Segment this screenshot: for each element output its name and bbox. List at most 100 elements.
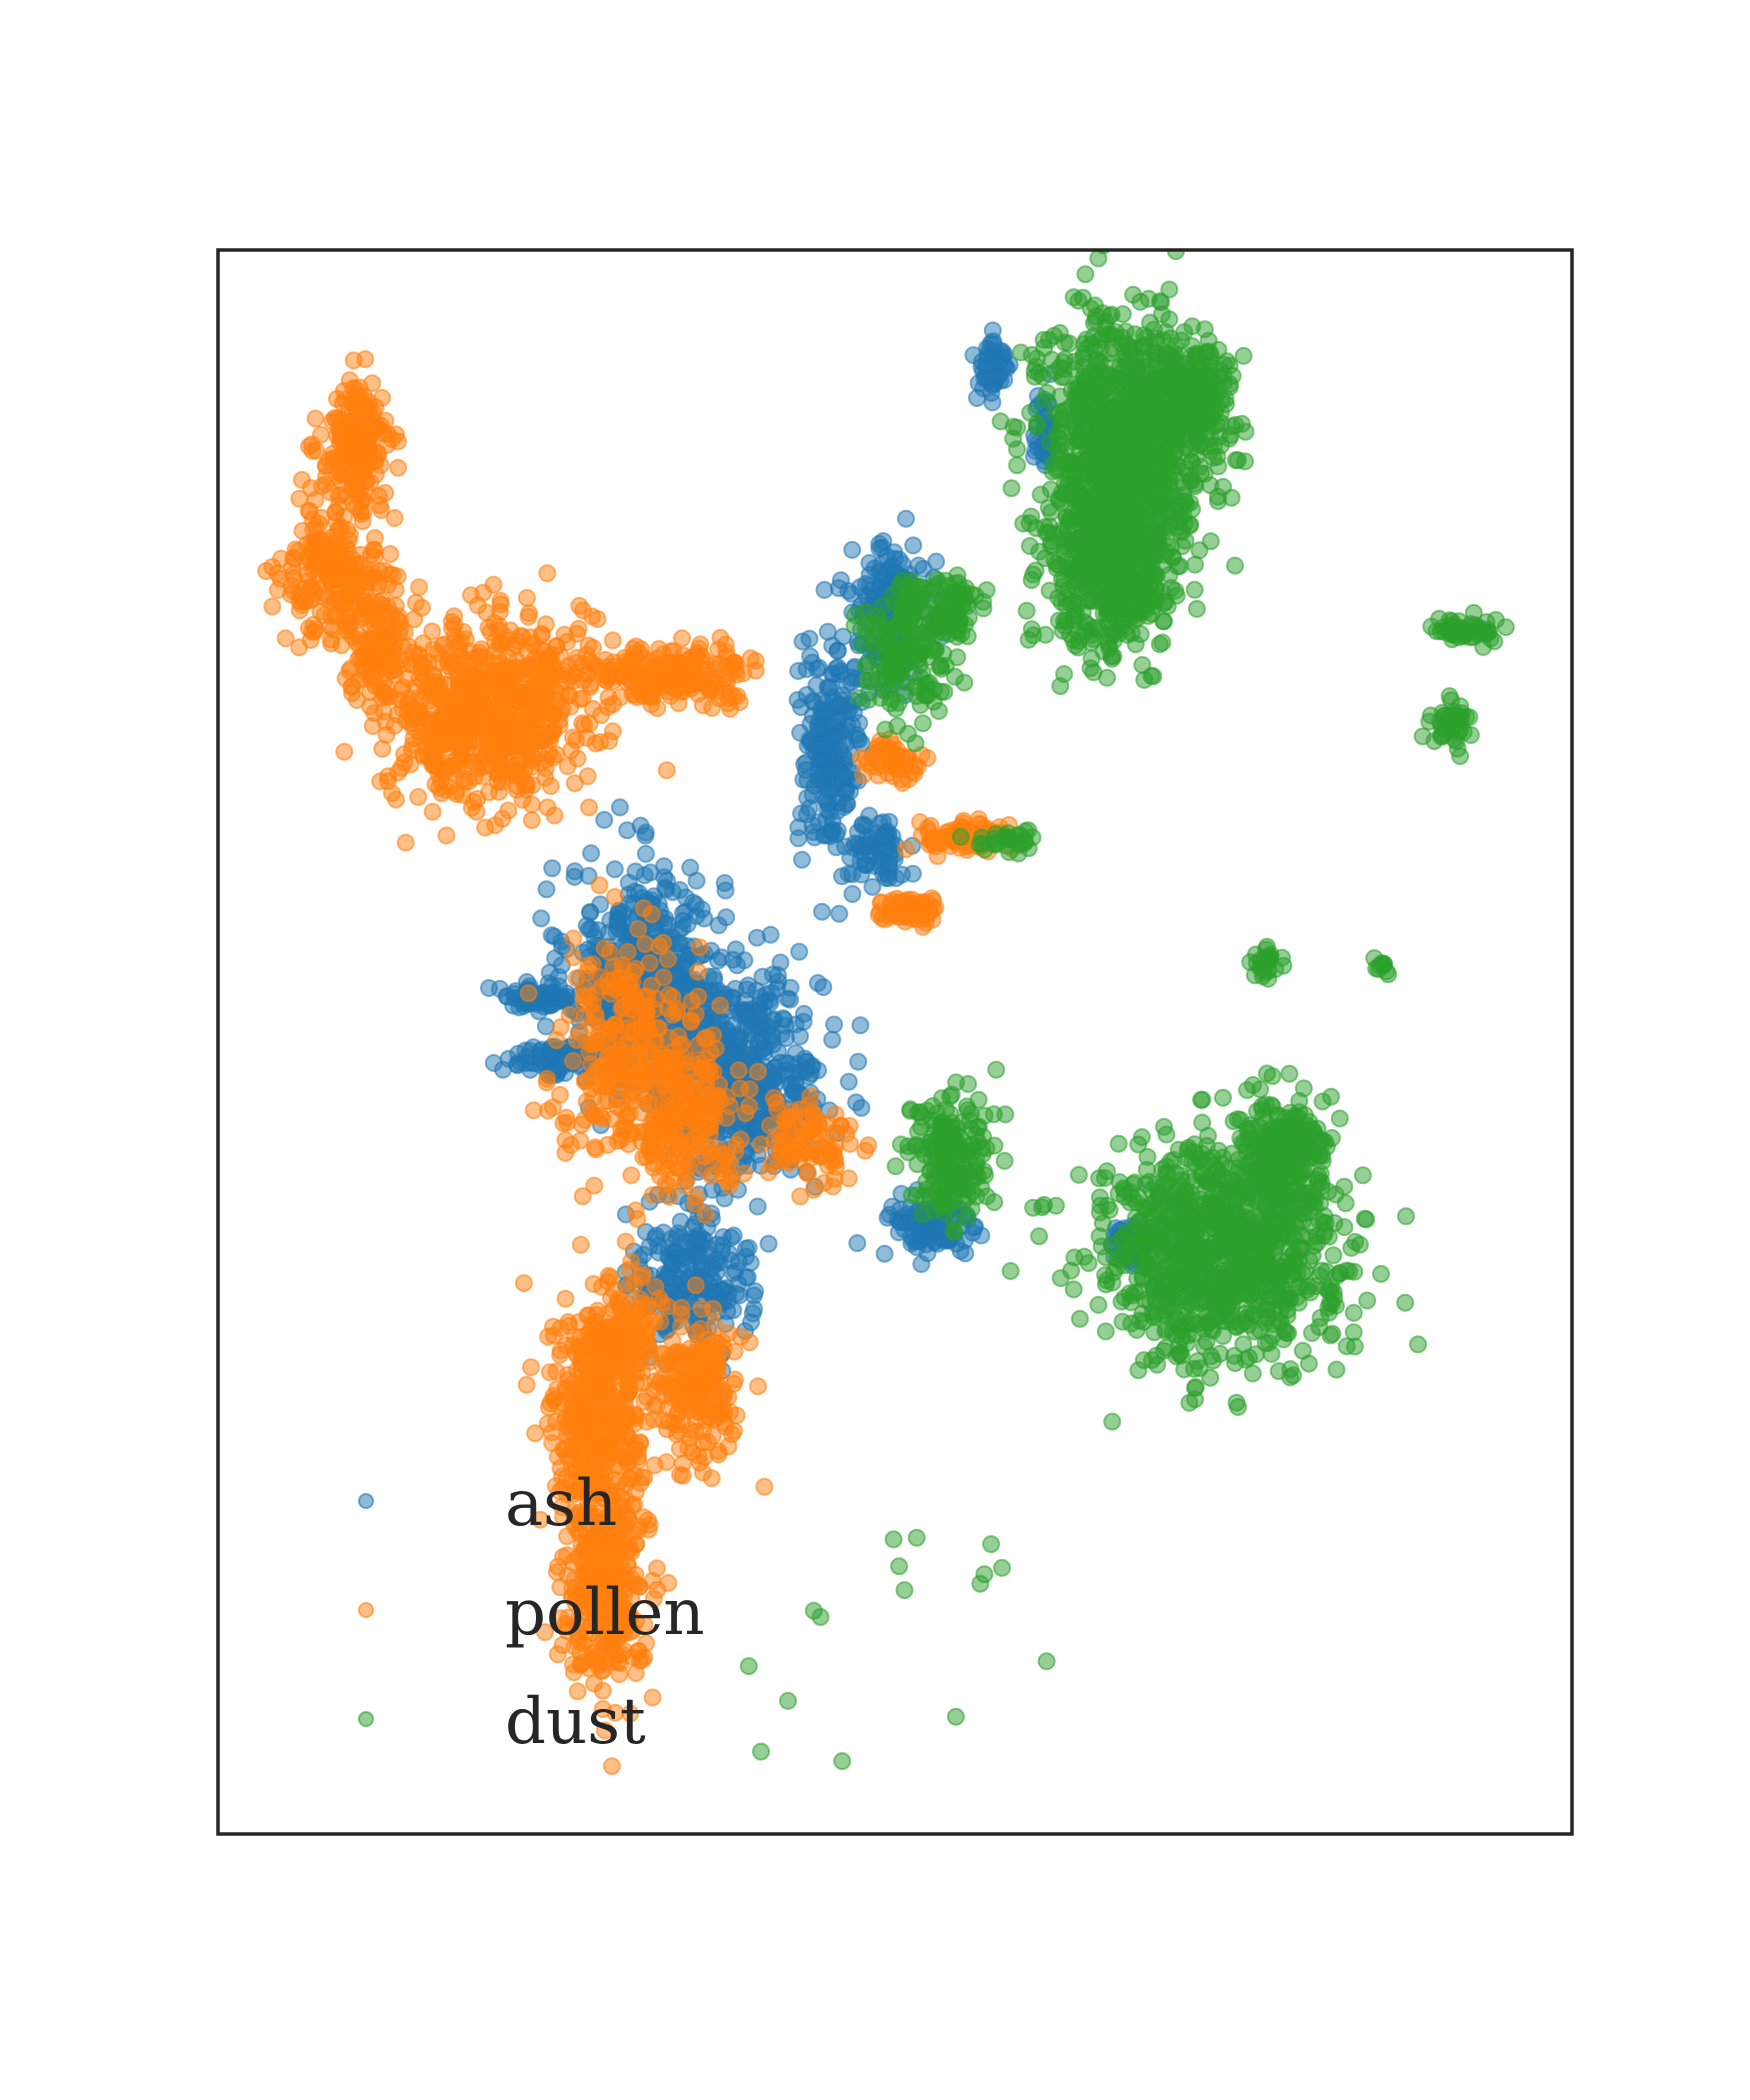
point-pollen [263, 597, 282, 616]
point-ash [608, 913, 627, 932]
point-ash [908, 1238, 926, 1257]
point-pollen [666, 1050, 685, 1069]
point-pollen [443, 733, 462, 752]
point-ash [804, 693, 823, 712]
point-ash [825, 1015, 844, 1034]
point-pollen [493, 809, 512, 828]
point-pollen [573, 1375, 591, 1394]
point-pollen [691, 1059, 710, 1078]
point-pollen [597, 671, 616, 690]
point-ash [763, 965, 782, 984]
point-ash [814, 978, 833, 997]
point-pollen [408, 703, 427, 722]
point-pollen [580, 663, 599, 682]
point-pollen [706, 1095, 725, 1114]
point-ash [875, 1244, 894, 1263]
point-pollen [668, 1404, 687, 1423]
point-pollen [579, 956, 598, 975]
point-pollen [382, 608, 401, 627]
point-ash [777, 1029, 796, 1048]
point-pollen [571, 1655, 590, 1674]
point-pollen [356, 350, 375, 369]
point-pollen [613, 955, 632, 974]
point-pollen [673, 1466, 692, 1485]
point-pollen [659, 1151, 678, 1170]
point-pollen [520, 604, 539, 623]
point-ash [823, 1030, 842, 1049]
point-pollen [583, 1351, 602, 1370]
point-pollen [627, 637, 645, 656]
point-pollen [680, 675, 699, 694]
point-pollen [526, 1424, 545, 1443]
point-pollen [689, 987, 708, 1006]
point-ash [835, 797, 854, 816]
point-pollen [517, 588, 536, 607]
point-pollen [746, 651, 765, 670]
point-pollen [645, 661, 664, 680]
point-pollen [718, 1158, 737, 1177]
point-ash [790, 942, 809, 961]
point-ash [984, 335, 1003, 354]
point-ash [850, 714, 869, 732]
point-ash [724, 950, 742, 969]
point-ash [605, 860, 624, 879]
point-pollen [603, 1110, 622, 1128]
point-pollen [335, 742, 354, 761]
point-ash [847, 1093, 866, 1112]
point-pollen [562, 741, 581, 760]
point-pollen [306, 554, 325, 573]
point-pollen [435, 686, 454, 705]
point-pollen [463, 732, 482, 751]
point-pollen [627, 688, 646, 707]
point-pollen [590, 1654, 609, 1673]
point-pollen [520, 659, 539, 678]
point-pollen [586, 1337, 605, 1356]
point-pollen [551, 1018, 570, 1037]
point-pollen [521, 628, 540, 647]
point-pollen [633, 1651, 652, 1669]
point-ash [709, 951, 727, 970]
point-pollen [635, 1468, 654, 1487]
point-pollen [654, 968, 673, 987]
point-ash [674, 977, 692, 996]
point-pollen [374, 683, 393, 702]
point-pollen [387, 790, 405, 809]
point-pollen [268, 581, 287, 599]
point-pollen [646, 1277, 665, 1296]
point-pollen [490, 763, 509, 782]
point-pollen [596, 1077, 615, 1096]
point-pollen [590, 1017, 609, 1036]
point-ash [887, 869, 906, 888]
point-pollen [378, 435, 396, 454]
point-pollen [629, 920, 648, 939]
point-pollen [716, 635, 735, 654]
point-ash [786, 1044, 805, 1062]
point-ash [875, 828, 894, 847]
point-pollen [381, 637, 400, 656]
point-pollen [536, 759, 555, 778]
point-ash [843, 540, 862, 559]
point-pollen [556, 1289, 575, 1308]
point-ash [873, 813, 892, 832]
point-pollen [618, 1366, 637, 1385]
point-ash [827, 659, 846, 678]
point-pollen [675, 1385, 694, 1404]
point-pollen [519, 984, 538, 1003]
point-ash [793, 850, 811, 869]
point-pollen [641, 1352, 660, 1371]
point-pollen [634, 899, 653, 918]
point-pollen [483, 654, 502, 673]
point-pollen [410, 578, 428, 597]
point-ash [655, 914, 674, 933]
point-ash [713, 1242, 731, 1261]
point-pollen [623, 1349, 642, 1368]
point-ash [831, 695, 850, 714]
point-ash [822, 779, 841, 798]
point-pollen [453, 785, 472, 804]
point-pollen [368, 418, 387, 437]
point-ash [545, 927, 564, 946]
point-pollen [385, 509, 404, 527]
point-pollen [579, 987, 598, 1006]
point-ash [739, 1238, 758, 1257]
point-ash [914, 559, 933, 578]
